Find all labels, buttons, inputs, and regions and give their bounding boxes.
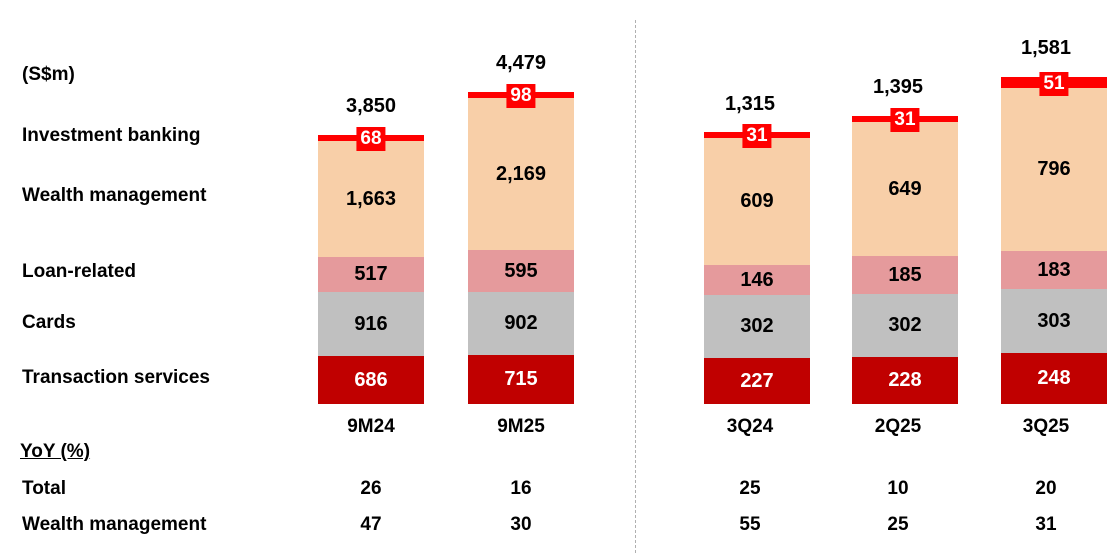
category-label: 3Q24: [726, 416, 774, 437]
wm-value: 2,169: [495, 162, 547, 185]
ts-value: 227: [740, 369, 774, 392]
legend-transaction-services: Transaction services: [22, 367, 210, 388]
stacked-bar-3q25: 796 183 303 248 51: [1001, 72, 1107, 404]
legend-cards: Cards: [22, 312, 76, 333]
cards-value: 902: [504, 312, 538, 334]
wm-segment: 1,663: [318, 141, 424, 257]
wm-segment: 2,169: [468, 98, 574, 250]
yoy-wm-value: 25: [887, 514, 909, 535]
loan-segment: 595: [468, 250, 574, 292]
ts-value: 686: [354, 368, 388, 391]
bar-total: 1,395: [872, 76, 924, 98]
yoy-total-value: 10: [887, 478, 909, 499]
yoy-wm-value: 47: [360, 514, 382, 535]
ts-segment: 686: [318, 356, 424, 404]
yoy-header: YoY (%): [20, 441, 91, 462]
loan-segment: 517: [318, 257, 424, 292]
bar-total: 3,850: [345, 95, 397, 117]
wm-value: 1,663: [345, 187, 397, 210]
yoy-wm-value: 31: [1035, 514, 1057, 535]
yoy-total-value: 26: [360, 478, 382, 499]
category-label: 2Q25: [874, 416, 922, 437]
cards-value: 303: [1037, 309, 1071, 332]
wm-value: 796: [1037, 158, 1071, 180]
ts-value: 248: [1037, 367, 1071, 389]
category-label: 9M24: [347, 416, 395, 437]
category-label: 9M25: [497, 416, 545, 437]
ib-value-badge: 51: [1039, 72, 1069, 96]
bar-total: 1,315: [724, 93, 776, 115]
cards-value: 302: [888, 314, 922, 336]
yoy-total-value: 25: [739, 478, 761, 499]
cards-segment: 916: [318, 292, 424, 356]
ts-segment: 248: [1001, 353, 1107, 404]
loan-segment: 183: [1001, 251, 1107, 289]
yoy-total-value: 20: [1035, 478, 1057, 499]
category-label: 3Q25: [1022, 416, 1070, 437]
loan-segment: 185: [852, 256, 958, 294]
yoy-wm-label: Wealth management: [22, 514, 207, 535]
bar-total: 4,479: [495, 52, 547, 74]
cards-segment: 902: [468, 292, 574, 355]
loan-value: 146: [740, 268, 774, 291]
ib-value-badge: 31: [742, 124, 772, 148]
ib-value-badge: 98: [506, 84, 536, 108]
stacked-bar-3q24: 609 146 302 227 31: [704, 124, 810, 404]
ts-value: 228: [888, 369, 922, 391]
cards-segment: 302: [852, 294, 958, 357]
cards-value: 302: [740, 315, 774, 337]
wm-value: 649: [888, 177, 922, 200]
wm-value: 609: [740, 190, 774, 212]
section-divider: [635, 20, 636, 553]
ts-segment: 227: [704, 358, 810, 404]
bar-total: 1,581: [1020, 37, 1072, 59]
yoy-wm-value: 30: [510, 514, 532, 535]
loan-value: 185: [888, 263, 922, 286]
wm-segment: 796: [1001, 88, 1107, 251]
ib-value-badge: 31: [890, 108, 920, 132]
cards-segment: 302: [704, 295, 810, 358]
loan-segment: 146: [704, 265, 810, 295]
legend-loan-related: Loan-related: [22, 261, 137, 282]
legend-investment-banking: Investment banking: [22, 125, 201, 146]
unit-label: (S$m): [22, 64, 75, 85]
loan-value: 183: [1037, 258, 1071, 281]
ts-value: 715: [504, 368, 538, 390]
cards-value: 916: [354, 312, 388, 335]
yoy-total-value: 16: [510, 478, 532, 499]
loan-value: 517: [354, 263, 388, 285]
stacked-bar-9m24: 1,663 517 916 686 68: [318, 127, 424, 404]
yoy-total-label: Total: [22, 478, 66, 499]
stacked-bar-2q25: 649 185 302 228 31: [852, 108, 958, 404]
wm-segment: 609: [704, 138, 810, 265]
yoy-wm-value: 55: [739, 514, 761, 535]
ts-segment: 715: [468, 355, 574, 404]
cards-segment: 303: [1001, 289, 1107, 353]
legend-wealth-management: Wealth management: [22, 185, 207, 206]
ib-value-badge: 68: [356, 127, 386, 151]
loan-value: 595: [504, 259, 538, 282]
ts-segment: 228: [852, 357, 958, 404]
stacked-bar-9m25: 2,169 595 902 715 98: [468, 84, 574, 404]
wm-segment: 649: [852, 122, 958, 256]
